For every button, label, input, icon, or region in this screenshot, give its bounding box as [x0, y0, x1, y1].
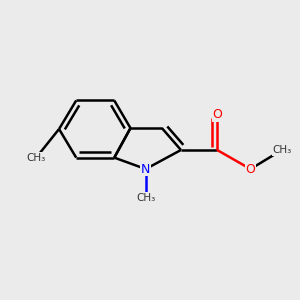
Text: CH₃: CH₃: [136, 193, 155, 202]
Text: O: O: [245, 163, 255, 176]
Text: O: O: [212, 108, 222, 121]
Text: CH₃: CH₃: [272, 145, 292, 155]
Text: CH₃: CH₃: [27, 153, 46, 163]
Text: N: N: [141, 163, 150, 176]
